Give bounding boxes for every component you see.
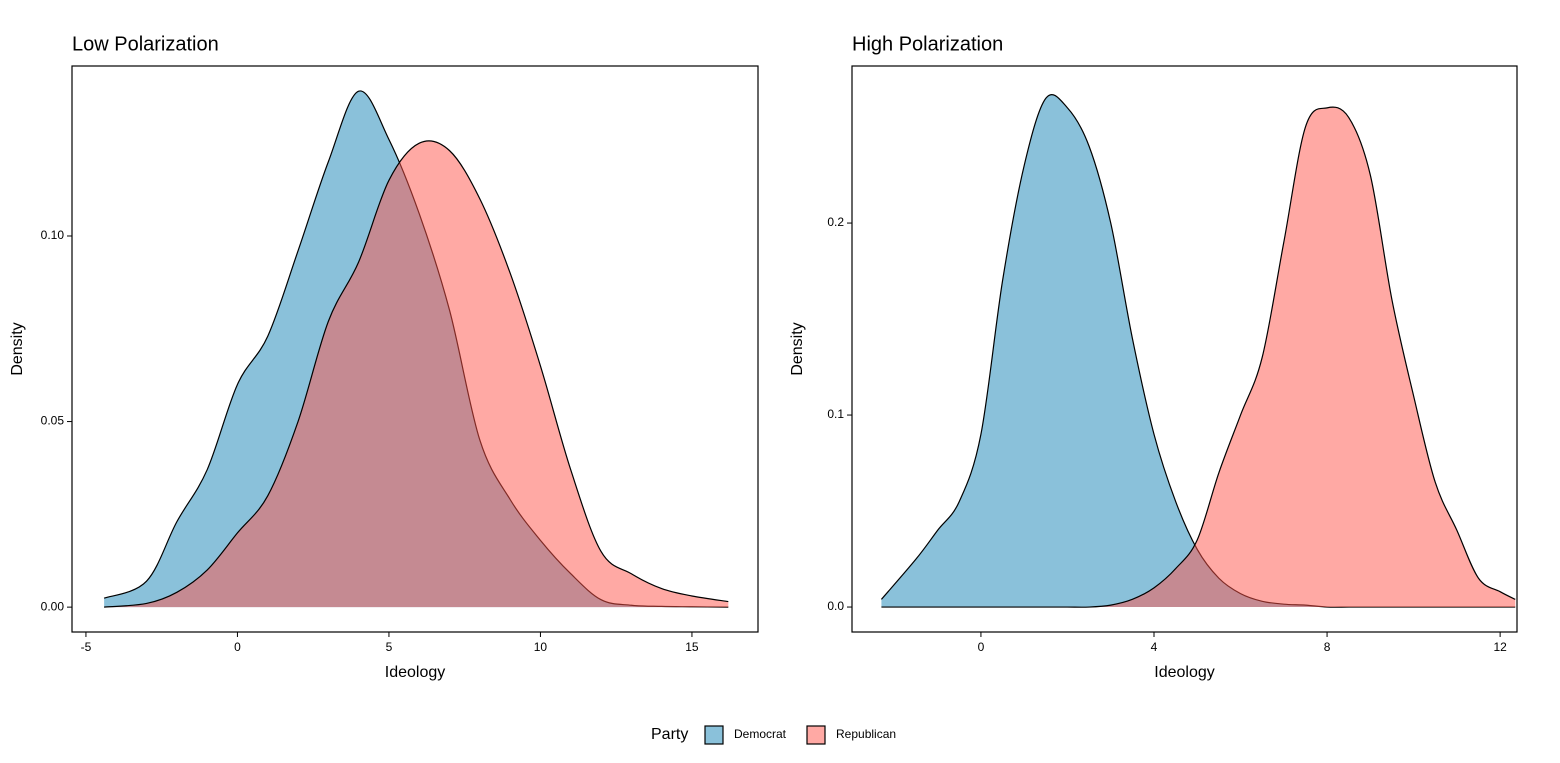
y-tick-label: 0.1 [827,407,844,421]
legend-label: Democrat [734,727,787,741]
chart-title: Low Polarization [72,33,219,55]
x-tick-label: -5 [81,640,92,654]
plot-border [851,65,1518,633]
x-tick-label: 10 [534,640,548,654]
density-area [104,140,729,608]
y-tick-label: 0.00 [41,599,65,613]
x-tick-label: 4 [1151,640,1158,654]
density-line [880,93,1516,608]
x-tick-label: 15 [685,640,699,654]
y-axis-label: Density [9,322,26,375]
legend-key [704,725,724,745]
density-area [881,94,1516,608]
legend-label: Republican [836,727,896,741]
y-tick-label: 0.0 [827,599,844,613]
legend-title: Party [651,726,688,743]
legend-key [806,725,826,745]
x-tick-label: 0 [978,640,985,654]
y-axis-label: Density [789,322,806,375]
density-line [104,140,729,608]
x-tick-label: 12 [1493,640,1507,654]
y-tick-label: 0.05 [41,414,65,428]
x-tick-label: 0 [234,640,241,654]
x-tick-label: 5 [386,640,393,654]
x-axis-label: Ideology [1154,664,1215,681]
x-tick-label: 8 [1324,640,1331,654]
chart-title: High Polarization [852,33,1003,55]
y-tick-label: 0.10 [41,228,65,242]
plot-border [71,65,759,633]
density-line [881,106,1516,608]
y-tick-label: 0.2 [827,215,844,229]
x-axis-label: Ideology [385,664,446,681]
density-area [881,107,1516,608]
